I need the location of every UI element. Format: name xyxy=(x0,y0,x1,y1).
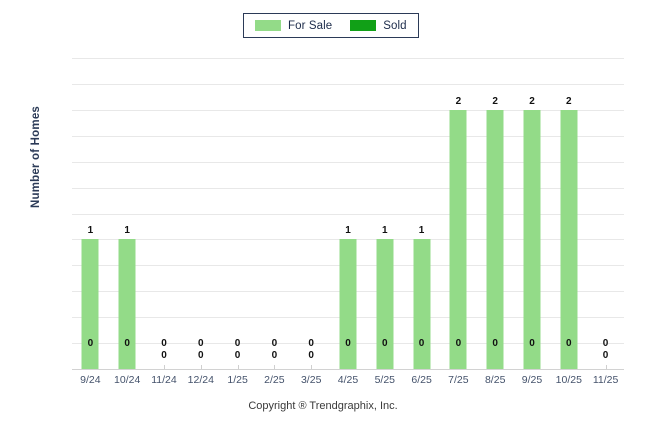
gridline xyxy=(72,58,624,59)
chart-category-column: 2 0 7/25 xyxy=(440,58,477,386)
data-label-sold: 0 xyxy=(529,338,535,349)
x-axis-tick xyxy=(200,365,202,369)
gridline xyxy=(72,109,624,111)
chart-category-column: 2 0 9/25 xyxy=(514,58,551,386)
bar-for-sale[interactable] xyxy=(523,109,541,369)
copyright-notice: Copyright ® Trendgraphix, Inc. xyxy=(248,400,398,412)
data-label-for-sale: 2 xyxy=(529,95,535,107)
gridline xyxy=(72,213,624,215)
data-label-for-sale: 2 xyxy=(455,95,462,107)
x-axis-tick-label: 5/25 xyxy=(374,374,395,386)
chart-category-column: 2 0 8/25 xyxy=(477,58,514,386)
data-label-for-sale: 1 xyxy=(87,225,94,237)
chart-category-column: 1 0 6/25 xyxy=(403,58,440,386)
x-axis-tick-label: 10/25 xyxy=(555,374,582,386)
data-label-for-sale: 0 xyxy=(602,338,609,349)
x-axis-tick-label: 4/25 xyxy=(337,374,359,386)
data-label-sold: 0 xyxy=(87,338,94,349)
data-label-sold: 0 xyxy=(492,338,498,349)
chart-category-column: 0 0 3/25 xyxy=(293,58,330,387)
x-axis-tick-label: 11/25 xyxy=(592,374,619,386)
legend-item-sold[interactable]: Sold xyxy=(350,19,407,32)
gridline xyxy=(72,135,624,137)
y-axis-title: Number of Homes xyxy=(30,105,42,209)
chart-category-column: 0 0 12/24 xyxy=(182,58,219,387)
data-label-sold: 0 xyxy=(161,350,167,361)
data-label-for-sale: 0 xyxy=(271,338,278,349)
data-label-sold: 0 xyxy=(308,350,314,361)
data-label-sold: 0 xyxy=(602,350,609,361)
x-axis-tick xyxy=(237,365,239,369)
data-label-sold: 0 xyxy=(418,338,425,349)
x-axis-tick xyxy=(605,365,607,369)
x-axis-tick-label: 11/24 xyxy=(151,374,177,386)
chart-category-column: 1 0 10/24 xyxy=(109,58,146,386)
bar-for-sale[interactable] xyxy=(560,109,578,369)
data-label-for-sale: 1 xyxy=(345,225,351,237)
data-label-for-sale: 1 xyxy=(418,225,425,237)
bar-for-sale[interactable] xyxy=(339,239,357,369)
legend-label-for-sale: For Sale xyxy=(288,19,333,32)
data-label-for-sale: 2 xyxy=(566,95,572,107)
chart-category-column: 1 0 9/24 xyxy=(72,58,109,386)
data-label-for-sale: 2 xyxy=(492,95,498,107)
data-label-for-sale: 0 xyxy=(198,338,204,349)
legend-swatch-for-sale xyxy=(255,20,281,31)
chart-category-column: 1 0 5/25 xyxy=(366,58,403,386)
data-label-for-sale: 1 xyxy=(382,225,388,237)
bar-for-sale[interactable] xyxy=(449,109,467,369)
bar-for-sale[interactable] xyxy=(376,239,394,369)
x-axis-tick-label: 9/24 xyxy=(80,374,101,386)
legend-label-sold: Sold xyxy=(383,19,407,32)
data-label-for-sale: 0 xyxy=(308,338,314,349)
plot-area: 00.20.40.60.811.21.41.61.822.22.4109/241… xyxy=(72,58,624,387)
x-axis-tick-label: 3/25 xyxy=(300,374,322,386)
x-axis-tick xyxy=(311,365,313,369)
data-label-sold: 0 xyxy=(566,338,572,349)
x-axis-tick-label: 9/25 xyxy=(521,374,543,386)
chart-category-column: 2 0 10/25 xyxy=(550,58,587,386)
bar-for-sale[interactable] xyxy=(81,239,99,369)
bar-for-sale[interactable] xyxy=(486,109,504,369)
x-axis-tick-label: 6/25 xyxy=(411,374,432,386)
x-axis-tick-label: 10/24 xyxy=(114,374,141,386)
chart-category-column: 0 0 11/24 xyxy=(146,58,183,387)
bar-for-sale[interactable] xyxy=(413,239,431,369)
data-label-sold: 0 xyxy=(345,338,351,349)
chart-legend: For Sale Sold xyxy=(243,13,419,38)
bar-for-sale[interactable] xyxy=(118,239,136,369)
gridline xyxy=(72,369,624,370)
gridline xyxy=(72,187,624,189)
chart-category-column: 0 0 11/25 xyxy=(587,58,624,387)
x-axis-tick-label: 2/25 xyxy=(264,374,285,386)
chart-category-column: 0 0 2/25 xyxy=(256,58,293,387)
data-label-sold: 0 xyxy=(271,350,278,361)
data-label-for-sale: 0 xyxy=(234,338,241,349)
x-axis-tick-label: 7/25 xyxy=(448,374,469,386)
data-label-sold: 0 xyxy=(455,338,462,349)
data-label-sold: 0 xyxy=(234,350,241,361)
x-axis-tick-label: 1/25 xyxy=(227,374,248,386)
x-axis-tick-label: 8/25 xyxy=(484,374,506,386)
data-label-for-sale: 1 xyxy=(124,225,130,237)
data-label-for-sale: 0 xyxy=(161,338,167,349)
x-axis-tick-label: 12/24 xyxy=(187,374,214,386)
chart-category-column: 1 0 4/25 xyxy=(330,58,367,386)
data-label-sold: 0 xyxy=(124,338,130,349)
x-axis-tick xyxy=(274,365,276,369)
legend-swatch-sold xyxy=(350,20,377,31)
gridline xyxy=(72,83,624,85)
chart-category-column: 0 0 1/25 xyxy=(219,58,256,387)
legend-item-for-sale[interactable]: For Sale xyxy=(255,20,332,32)
x-axis-tick xyxy=(163,365,165,369)
gridline xyxy=(72,161,624,163)
data-label-sold: 0 xyxy=(382,338,388,349)
data-label-sold: 0 xyxy=(198,350,204,361)
